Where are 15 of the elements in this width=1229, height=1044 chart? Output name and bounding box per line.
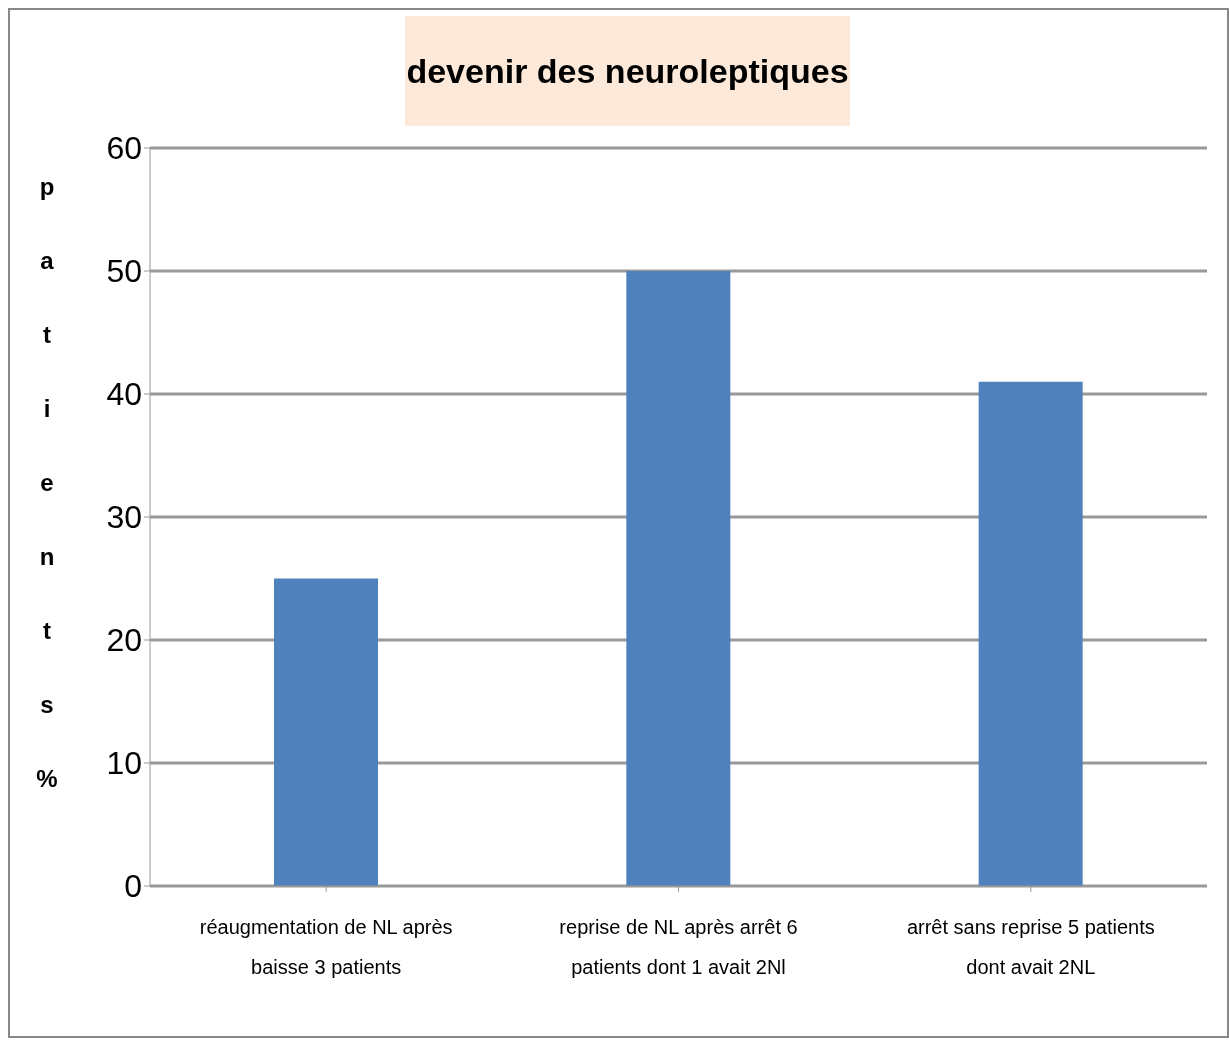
y-tick-label: 50 [106,253,142,290]
x-tick-label: arrêt sans reprise 5 patients dont avait 2NL [906,916,1155,978]
bar [274,578,378,886]
x-tick-label: réaugmentation de NL après baisse 3 patients [199,916,453,978]
y-tick-label: 10 [106,745,142,782]
chart-title: devenir des neuroleptiques [405,16,850,126]
y-tick-label: 20 [106,622,142,659]
text: patients % [36,173,58,792]
y-tick-label: 0 [124,868,142,905]
x-tick-label: reprise de NL après arrêt 6 patients dont 1 avait 2Nl [559,916,798,978]
y-tick-label: 40 [106,376,142,413]
bar [626,271,731,886]
bar [978,381,1083,886]
y-tick-label: 60 [106,130,142,167]
y-tick-label: 30 [106,499,142,536]
